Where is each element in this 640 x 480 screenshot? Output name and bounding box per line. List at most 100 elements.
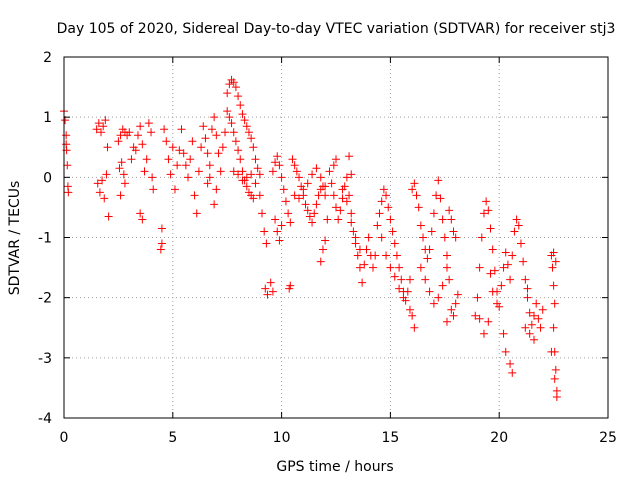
data-point — [384, 203, 393, 212]
data-point — [223, 89, 232, 98]
data-point — [521, 275, 530, 284]
data-point — [332, 203, 340, 212]
data-point — [192, 209, 201, 218]
data-point — [329, 161, 338, 170]
data-point — [262, 239, 271, 248]
data-point — [225, 113, 234, 122]
data-point — [240, 116, 249, 125]
data-point — [205, 161, 214, 170]
data-point — [549, 323, 558, 332]
data-point — [188, 137, 197, 146]
data-point — [102, 170, 111, 179]
data-point — [194, 167, 203, 176]
data-point — [260, 227, 269, 236]
y-tick-label: -2 — [38, 291, 52, 307]
data-point — [164, 155, 173, 164]
data-point — [390, 272, 399, 281]
data-point — [231, 83, 240, 92]
data-point — [438, 281, 447, 290]
data-point — [471, 311, 480, 320]
data-point — [510, 227, 519, 236]
data-point — [255, 170, 264, 179]
data-point — [345, 152, 354, 161]
data-point — [216, 167, 225, 176]
data-point — [173, 161, 182, 170]
data-point — [177, 125, 186, 134]
data-point — [342, 197, 351, 206]
data-point — [338, 194, 347, 203]
data-point — [499, 263, 508, 272]
data-point — [249, 194, 258, 203]
data-point — [327, 179, 336, 188]
data-point — [451, 233, 460, 242]
data-point — [523, 284, 532, 293]
data-point — [210, 200, 219, 209]
data-point — [94, 119, 103, 128]
data-point — [497, 281, 506, 290]
data-point — [261, 284, 270, 293]
data-point — [234, 146, 243, 155]
data-point — [271, 158, 280, 167]
data-point — [429, 209, 438, 218]
data-point — [281, 197, 290, 206]
data-point — [277, 173, 286, 182]
data-point — [538, 305, 547, 314]
data-point — [453, 290, 462, 299]
data-point — [486, 269, 495, 278]
data-point — [523, 293, 532, 302]
data-point — [445, 275, 454, 284]
data-point — [486, 224, 495, 233]
data-point — [436, 194, 445, 203]
data-point — [299, 185, 308, 194]
data-point — [429, 299, 438, 308]
data-point — [212, 185, 221, 194]
data-point — [434, 293, 443, 302]
data-point — [421, 275, 430, 284]
data-point — [375, 209, 384, 218]
data-point — [63, 161, 72, 170]
data-point — [227, 119, 236, 128]
data-point — [501, 248, 510, 257]
data-point — [221, 128, 230, 137]
data-point — [432, 191, 441, 200]
data-point — [336, 206, 345, 215]
data-point — [225, 80, 234, 89]
data-point — [323, 215, 332, 224]
data-point — [147, 128, 156, 137]
data-point — [514, 221, 523, 230]
data-point — [345, 191, 354, 200]
x-tick-label: 5 — [168, 430, 177, 446]
data-point — [490, 266, 499, 275]
data-point — [142, 155, 151, 164]
data-point — [286, 281, 295, 290]
data-point — [308, 170, 317, 179]
data-point — [386, 215, 395, 224]
data-point — [242, 173, 251, 182]
data-point — [236, 101, 245, 110]
data-point — [506, 359, 515, 368]
data-point — [362, 245, 371, 254]
data-point — [96, 128, 105, 137]
data-point — [493, 299, 502, 308]
data-point — [360, 260, 369, 269]
data-point — [263, 290, 272, 299]
data-point — [229, 78, 238, 87]
data-point — [242, 182, 251, 191]
data-point — [390, 239, 399, 248]
data-point — [290, 191, 299, 200]
data-point — [238, 110, 247, 119]
data-point — [550, 299, 559, 308]
data-point — [286, 218, 295, 227]
data-point — [181, 161, 190, 170]
data-point — [214, 149, 223, 158]
data-point — [117, 158, 126, 167]
data-point — [473, 293, 482, 302]
data-point — [136, 209, 145, 218]
data-point — [449, 227, 458, 236]
data-point — [399, 293, 408, 302]
x-tick-label: 0 — [60, 430, 69, 446]
data-point — [295, 194, 304, 203]
data-point — [412, 191, 421, 200]
data-point — [120, 179, 129, 188]
data-point — [160, 125, 169, 134]
